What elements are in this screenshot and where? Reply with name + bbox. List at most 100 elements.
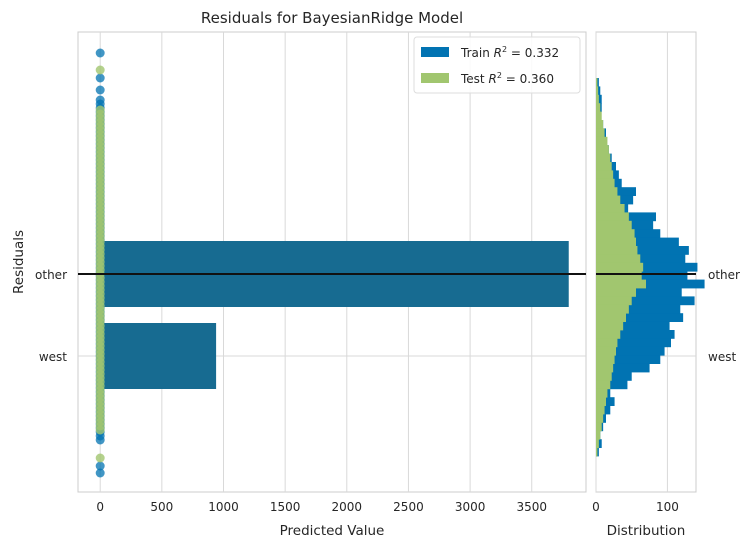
train-outlier-point: [95, 461, 105, 471]
hist-test-bar: [596, 304, 629, 314]
hist-test-bar: [596, 204, 625, 213]
legend-test-label: Test R2 = 0.360: [460, 71, 554, 86]
train-outlier-point: [95, 85, 105, 95]
test-point: [95, 425, 105, 435]
x-tick-label: 2000: [332, 500, 363, 514]
hist-train-bar: [596, 254, 686, 264]
hist-test-bar: [596, 237, 636, 247]
hist-train-bar: [596, 338, 671, 348]
legend-train-label: Train R2 = 0.332: [460, 45, 559, 60]
hist-test-bar: [596, 153, 611, 163]
hist-test-bar: [596, 86, 599, 96]
hist-test-bar: [596, 220, 632, 230]
hist-train-bar: [596, 262, 698, 272]
hist-test-bar: [596, 195, 621, 205]
hist-test-bar: [596, 94, 599, 104]
hist-test-bar: [596, 111, 602, 121]
hist-test-bar: [596, 229, 635, 238]
hist-test-bar: [596, 447, 598, 457]
hist-test-bar: [596, 212, 629, 222]
hist-test-bar: [596, 430, 601, 440]
chart-title: Residuals for BayesianRidge Model: [201, 9, 463, 27]
hist-train-bar: [596, 246, 689, 255]
x-tick-label: 2500: [393, 500, 424, 514]
hist-train-bar: [596, 94, 602, 104]
x-tick-label: 1500: [270, 500, 301, 514]
hist-test-bar: [596, 103, 601, 112]
test-outlier-point: [95, 453, 105, 463]
hist-test-bar: [596, 78, 598, 87]
histogram-y-ticks: other west: [708, 268, 740, 364]
hist-test-bar: [596, 439, 599, 448]
y-tick-label-other: other: [35, 268, 67, 282]
hist-test-bar: [596, 120, 604, 129]
hist-test-bar: [596, 397, 606, 406]
hist-train-bar: [596, 313, 684, 322]
hist-test-bar: [596, 422, 602, 432]
hist-train-bar: [596, 330, 675, 339]
hist-train-bar: [596, 288, 682, 297]
hist-test-bar: [596, 136, 608, 146]
hist-test-bar: [596, 288, 636, 297]
hist-test-bar: [596, 271, 642, 280]
hist-train-bar: [596, 296, 695, 306]
hist-test-bar: [596, 372, 612, 381]
x-tick-label: 1000: [208, 500, 239, 514]
hist-train-bar: [596, 279, 705, 289]
histogram-series: [596, 78, 705, 457]
y-tick-label-west: west: [39, 350, 67, 364]
train-outlier-point: [95, 48, 105, 58]
bar-west: [100, 323, 217, 389]
legend: Train R2 = 0.332 Test R2 = 0.360: [413, 36, 581, 94]
hist-test-bar: [596, 128, 605, 138]
x-tick-label: 3500: [516, 500, 547, 514]
hist-x-tick-label: 0: [592, 500, 600, 514]
x-tick-label: 0: [96, 500, 104, 514]
hist-test-bar: [596, 388, 608, 398]
y-axis-label: Residuals: [11, 230, 27, 294]
x-tick-label: 3000: [455, 500, 486, 514]
hist-test-bar: [596, 254, 641, 264]
hist-train-bar: [596, 380, 628, 390]
main-x-ticks: 0 500 1000 1500 2000 2500 3000 3500: [96, 500, 547, 514]
hist-test-bar: [596, 162, 612, 171]
histogram-x-ticks: 0 100: [592, 500, 679, 514]
hist-test-bar: [596, 380, 611, 390]
hist-test-bar: [596, 405, 605, 415]
hist-test-bar: [596, 187, 618, 196]
hist-test-bar: [596, 145, 609, 154]
train-outlier-point: [95, 73, 105, 83]
hist-train-bar: [596, 304, 681, 314]
hist-train-bar: [596, 363, 650, 373]
hist-test-bar: [596, 296, 632, 306]
main-y-ticks: other west: [35, 268, 67, 364]
legend-frame: [413, 36, 581, 94]
hist-train-bar: [596, 355, 661, 364]
hist-test-bar: [596, 330, 621, 339]
hist-test-bar: [596, 313, 626, 322]
histogram-x-label: Distribution: [607, 523, 686, 539]
hist-test-bar: [596, 178, 615, 188]
hist-y-tick-label-other: other: [708, 268, 740, 282]
legend-swatch-train: [421, 47, 449, 57]
scatter-series: [95, 48, 105, 478]
hist-test-bar: [596, 346, 616, 356]
hist-y-tick-label-west: west: [708, 350, 736, 364]
hist-test-bar: [596, 170, 614, 180]
hist-test-bar: [596, 262, 644, 272]
hist-test-bar: [596, 338, 618, 348]
hist-train-bar: [596, 237, 679, 247]
hist-test-bar: [596, 363, 614, 373]
train-point: [95, 435, 105, 445]
train-outlier-point: [95, 468, 105, 478]
hist-test-bar: [596, 279, 646, 289]
hist-train-bar: [596, 439, 602, 448]
hist-train-bar: [596, 346, 665, 356]
hist-test-bar: [596, 355, 615, 364]
x-axis-label: Predicted Value: [280, 523, 385, 539]
legend-swatch-test: [421, 73, 449, 83]
hist-x-tick-label: 100: [656, 500, 679, 514]
hist-test-bar: [596, 246, 638, 255]
x-tick-label: 500: [150, 500, 173, 514]
hist-train-bar: [596, 372, 632, 381]
